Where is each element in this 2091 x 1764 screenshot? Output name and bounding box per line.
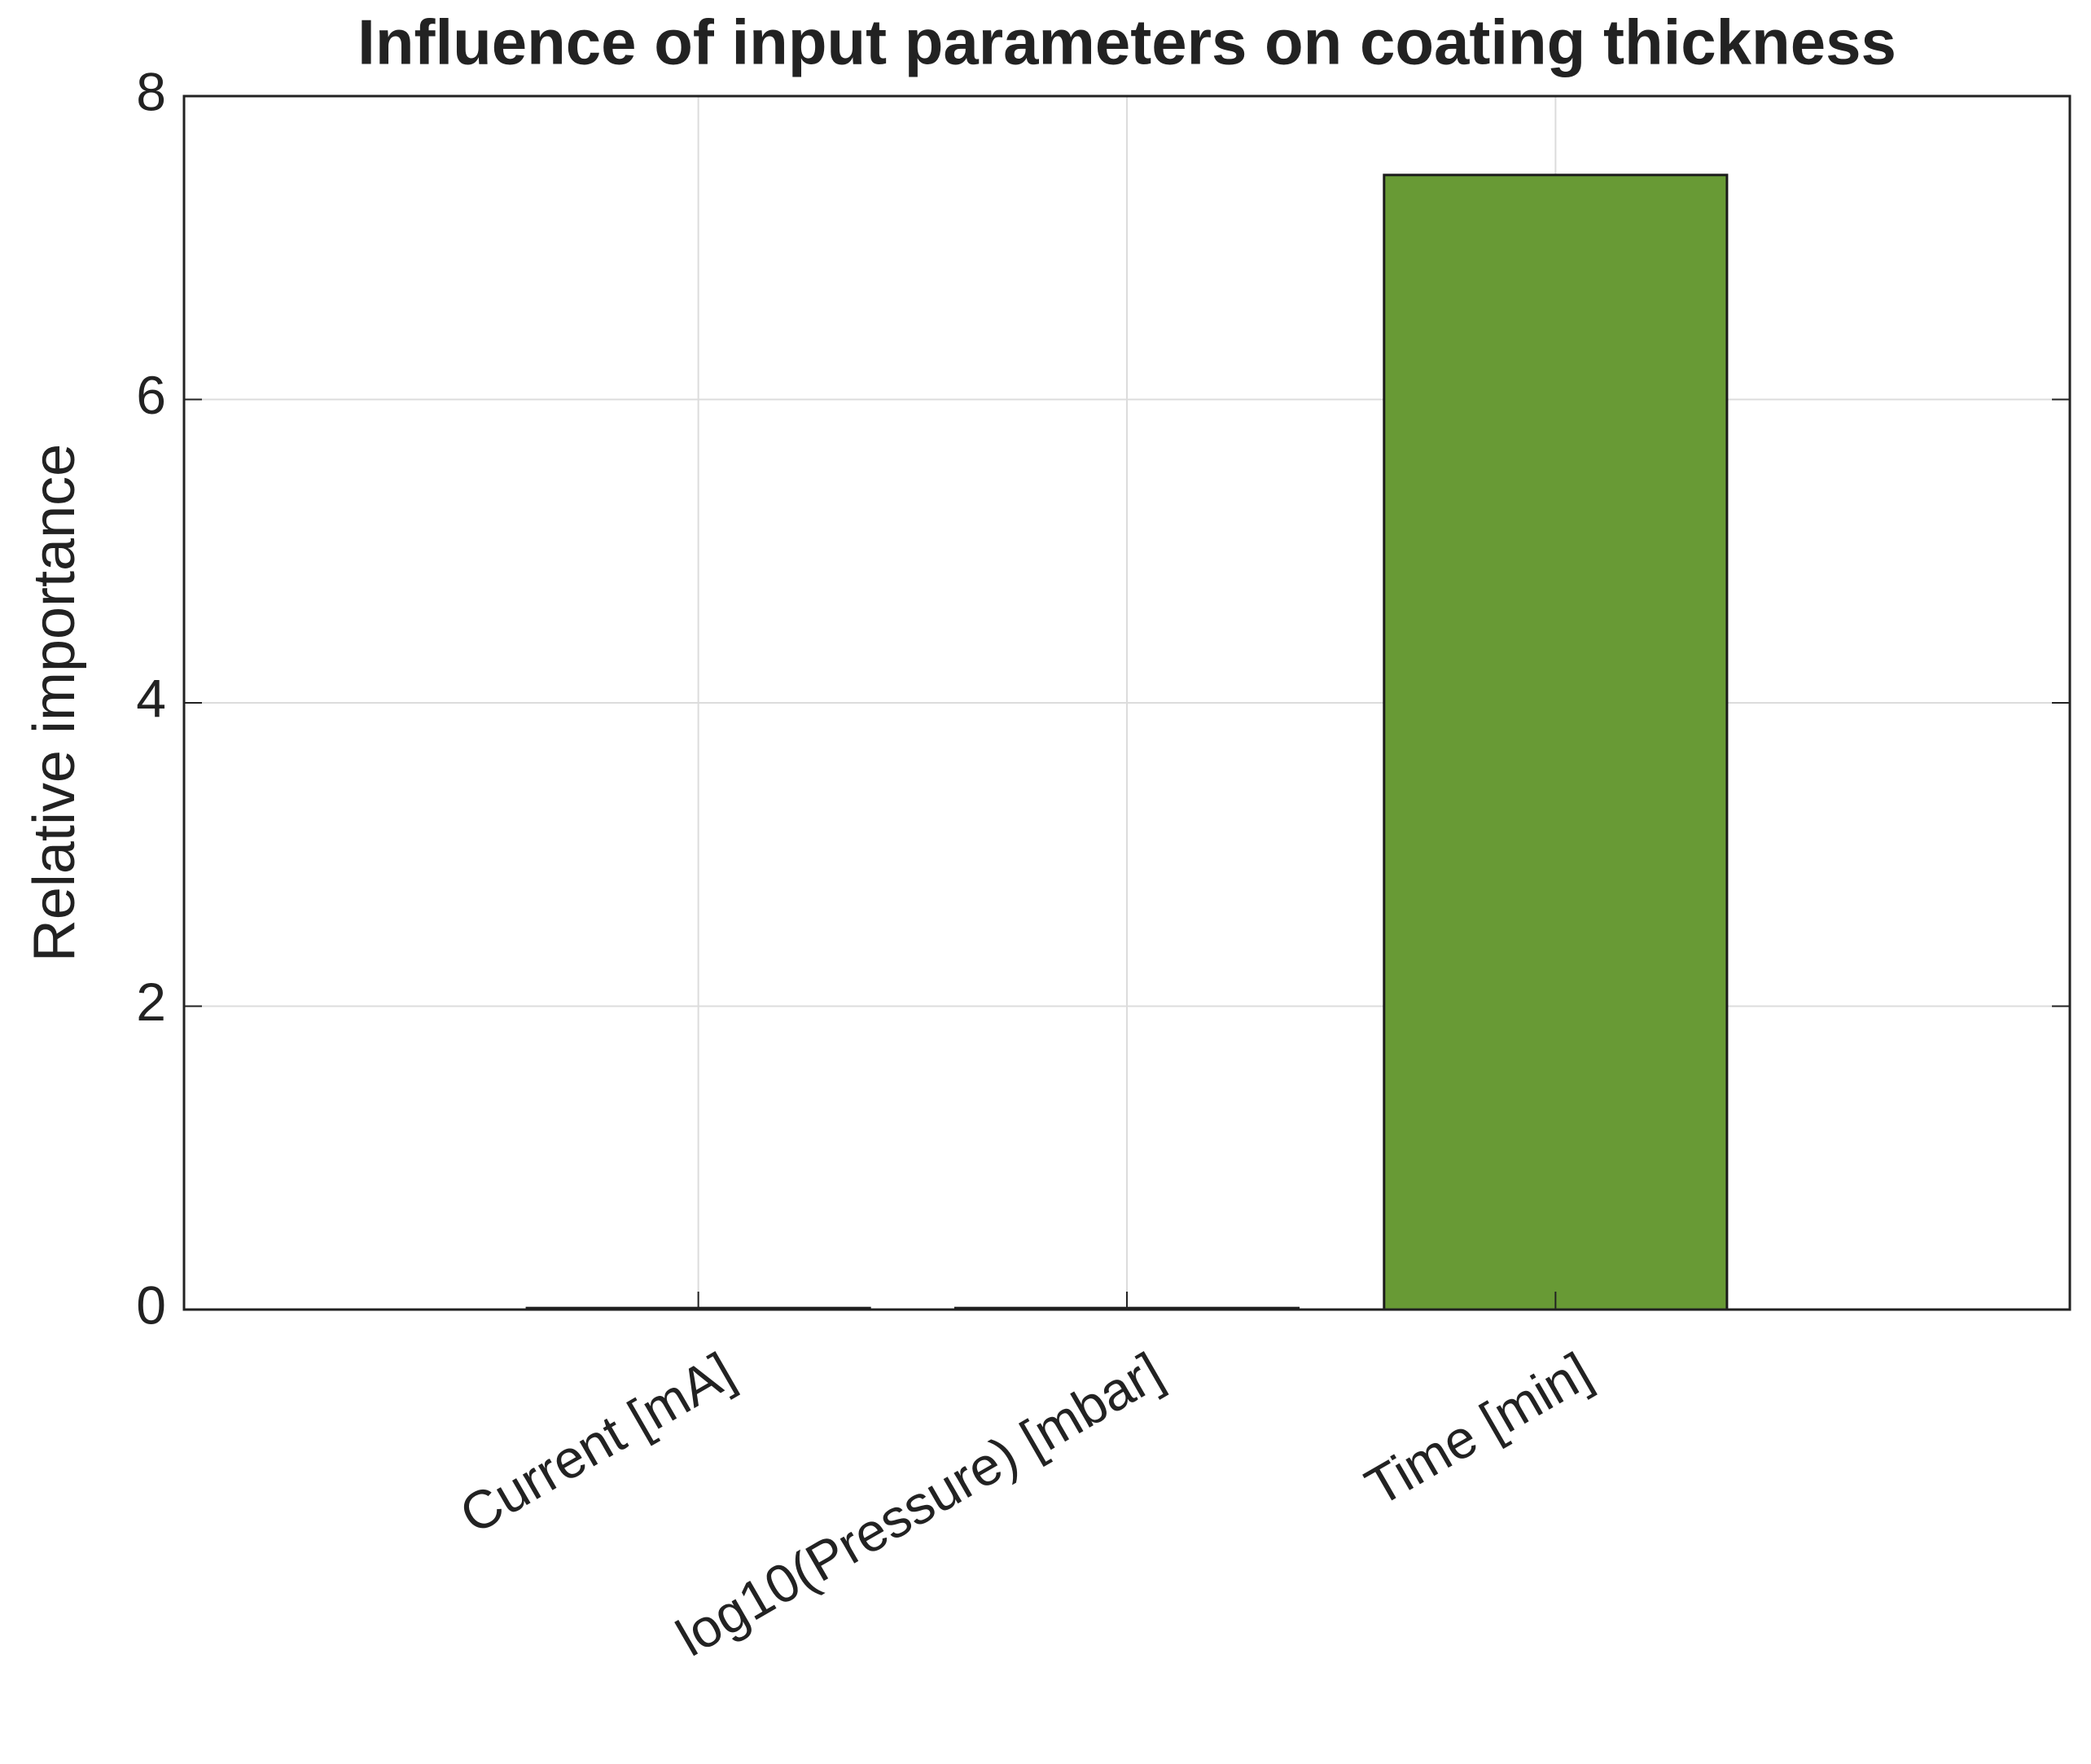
plot-frame <box>182 94 2071 1311</box>
y-tick-label: 0 <box>136 1275 166 1335</box>
y-tick-label: 6 <box>136 365 166 425</box>
y-tick-label: 8 <box>136 61 166 121</box>
y-axis-label: Relative importance <box>22 444 87 962</box>
x-tick-label: Current [mA] <box>449 1341 743 1545</box>
chart-title: Influence of input parameters on coating… <box>357 7 1896 78</box>
x-tick-label: log10(Pressure) [mbar] <box>666 1341 1172 1668</box>
x-tick-label: Time [min] <box>1355 1341 1601 1517</box>
bar <box>1383 173 1729 1311</box>
y-tick-label: 4 <box>136 668 166 728</box>
y-tick-label: 2 <box>136 972 166 1032</box>
